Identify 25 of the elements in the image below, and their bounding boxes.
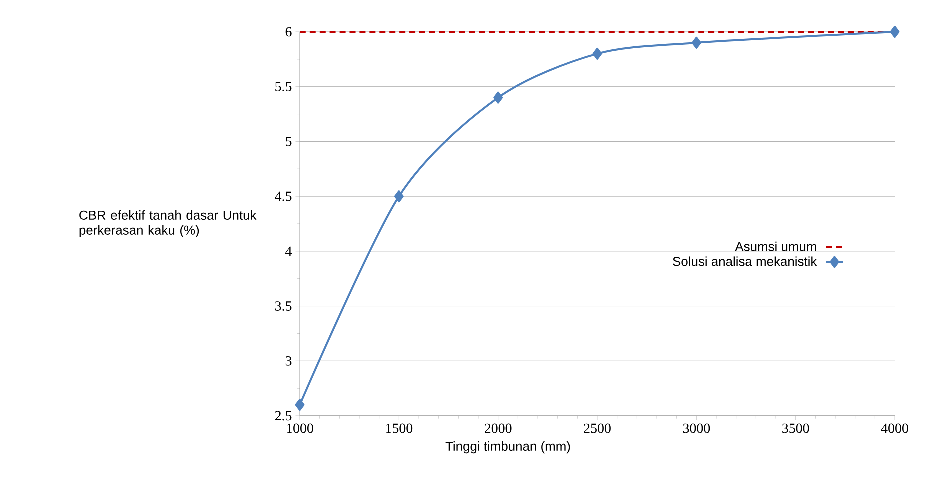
point: [295, 399, 305, 412]
x-tick-label: 4000: [881, 424, 908, 434]
x-tick-label: 1500: [386, 424, 413, 434]
y-tick-label: 5.5: [276, 82, 292, 92]
x-tick-label: 1000: [287, 424, 314, 434]
y-tick-label: 6: [286, 27, 292, 37]
y-axis-title: CBR efektif tanah dasar Untuk perkerasan kaku (%): [80, 210, 257, 238]
x-tick-label: 3500: [782, 424, 810, 434]
y-tick-label: 4: [286, 246, 292, 256]
legend-label: Asumsi umum: [735, 242, 816, 252]
point: [394, 190, 404, 203]
y-tick-label: 3.5: [275, 302, 292, 312]
point: [592, 48, 602, 60]
x-tick-label: 2500: [584, 424, 611, 434]
x-tick-label: 2000: [485, 424, 512, 434]
point: [494, 92, 504, 104]
legend-label: Solusi analisa mekanistik: [673, 256, 818, 266]
y-tick-label: 3: [286, 356, 292, 366]
point: [692, 36, 702, 49]
y-tick-label: 4.5: [275, 192, 292, 202]
y-tick-label: 2.5: [275, 411, 292, 421]
x-axis-title: Tinggi timbunan (mm): [446, 442, 570, 454]
point: [890, 26, 900, 38]
y-tick-label: 5: [286, 137, 292, 146]
x-tick-label: 3000: [683, 424, 710, 434]
